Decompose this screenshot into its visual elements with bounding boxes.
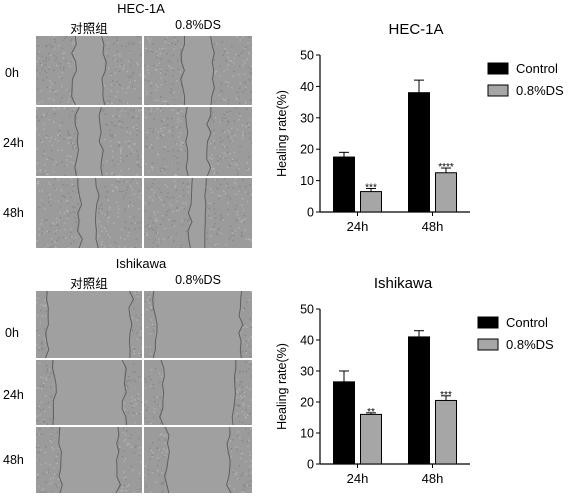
hec-bar-control-48h [409,93,430,212]
hec-ds-24h-image [144,107,252,176]
hec-y-tick-label: 30 [300,111,314,125]
ishikawa-y-tick-label: 50 [300,303,314,317]
hec-ds-0h-image [144,36,252,105]
ishikawa-row-0h: 0h [5,326,19,340]
ishikawa-y-tick-label: 10 [300,427,314,441]
hec-bar-chart: HEC-1A Healing rate(%) 0 10 20 30 40 50 24h *** 48… [270,0,570,248]
ishikawa-x-tick-label: 24h [347,471,369,486]
ishikawa-legend-swatch-control [478,317,498,328]
hec-row-24h: 24h [3,136,24,150]
ishikawa-x-tick-label: 48h [422,471,444,486]
ishikawa-significance-label: *** [440,390,452,401]
hec-significance-label: *** [365,182,377,193]
hec-micro-title: HEC-1A [30,1,252,16]
ishikawa-legend-swatch-ds [478,339,498,350]
hec-legend-label-control: Control [516,61,558,76]
ishikawa-significance-label: ** [367,407,375,418]
ishikawa-col-control: 对照组 [36,273,142,292]
ishikawa-bar-control-48h [409,337,430,464]
ishikawa-row-24h: 24h [3,388,24,402]
ishikawa-bar-ds-24h [361,414,382,464]
ishikawa-col-ds: 0.8%DS [144,273,252,287]
ishikawa-y-tick-label: 40 [300,334,314,348]
ishikawa-control-48h-image [36,427,142,493]
hec-row-0h: 0h [5,66,19,80]
ishikawa-ds-0h-image [144,291,252,358]
ishikawa-micro-title: Ishikawa [30,256,252,271]
hec-bar-ds-24h [361,192,382,212]
hec-y-tick-label: 10 [300,174,314,188]
ishikawa-ds-48h-image [144,427,252,493]
ishikawa-chart-title: Ishikawa [374,275,433,292]
hec-y-tick-label: 20 [300,143,314,157]
ishikawa-bar-control-24h [334,382,355,464]
hec-chart-title: HEC-1A [388,21,443,38]
hec-chart-svg: HEC-1A Healing rate(%) 0 10 20 30 40 50 24h *** 48… [270,0,570,248]
ishikawa-legend-label-ds: 0.8%DS [506,337,554,352]
hec-control-48h-image [36,178,142,248]
hec-significance-label: **** [438,162,454,173]
ishikawa-row-48h: 48h [3,453,24,467]
hec-control-0h-image [36,36,142,105]
ishikawa-ds-24h-image [144,360,252,425]
hec-control-24h-image [36,107,142,176]
hec-col-control: 对照组 [36,18,142,37]
ishikawa-control-24h-image [36,360,142,425]
ishikawa-control-0h-image [36,291,142,358]
ishikawa-legend-label-control: Control [506,315,548,330]
ishikawa-y-tick-label: 0 [307,458,314,472]
hec-col-ds: 0.8%DS [144,18,252,32]
hec-bar-control-24h [334,157,355,212]
hec-bar-ds-48h [436,173,457,212]
hec-legend-swatch-control [488,63,508,74]
hec-y-tick-label: 40 [300,80,314,94]
ishikawa-bar-ds-48h [436,400,457,464]
hec-x-tick-label: 48h [422,219,444,234]
hec-legend-label-ds: 0.8%DS [516,83,564,98]
hec-legend-swatch-ds [488,85,508,96]
hec-x-tick-label: 24h [347,219,369,234]
ishikawa-bar-chart: Ishikawa Healing rate(%) 0 10 20 30 40 50 24h ** 4… [270,262,570,495]
hec-ds-48h-image [144,178,252,248]
hec-y-axis-label: Healing rate(%) [275,90,289,177]
ishikawa-y-axis-label: Healing rate(%) [275,343,289,430]
ishikawa-chart-svg: Ishikawa Healing rate(%) 0 10 20 30 40 50 24h ** 4… [270,262,570,495]
hec-y-tick-label: 0 [307,206,314,220]
ishikawa-y-tick-label: 20 [300,396,314,410]
hec-y-tick-label: 50 [300,49,314,63]
ishikawa-y-tick-label: 30 [300,365,314,379]
hec-row-48h: 48h [3,206,24,220]
